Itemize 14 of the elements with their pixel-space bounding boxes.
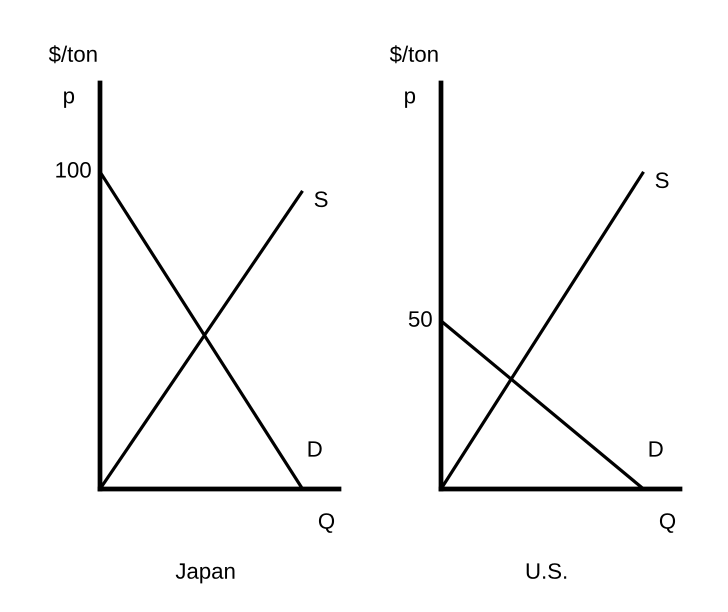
y-axis-title: p (405, 91, 416, 108)
series-label: S (314, 191, 328, 208)
text: U.S. (526, 563, 566, 579)
text: $/ton (390, 45, 438, 64)
x-axis-title: Q (318, 513, 334, 533)
y-axis-title: p (64, 91, 74, 108)
series-label: D (650, 441, 663, 457)
text: Japan (176, 563, 234, 584)
annotation: 50 (408, 311, 432, 327)
x-axis-title: Q (660, 513, 676, 533)
series-label: D (308, 441, 322, 457)
text: $/ton (48, 45, 97, 64)
series-label: S (656, 172, 668, 188)
annotation: 100 (56, 162, 91, 178)
